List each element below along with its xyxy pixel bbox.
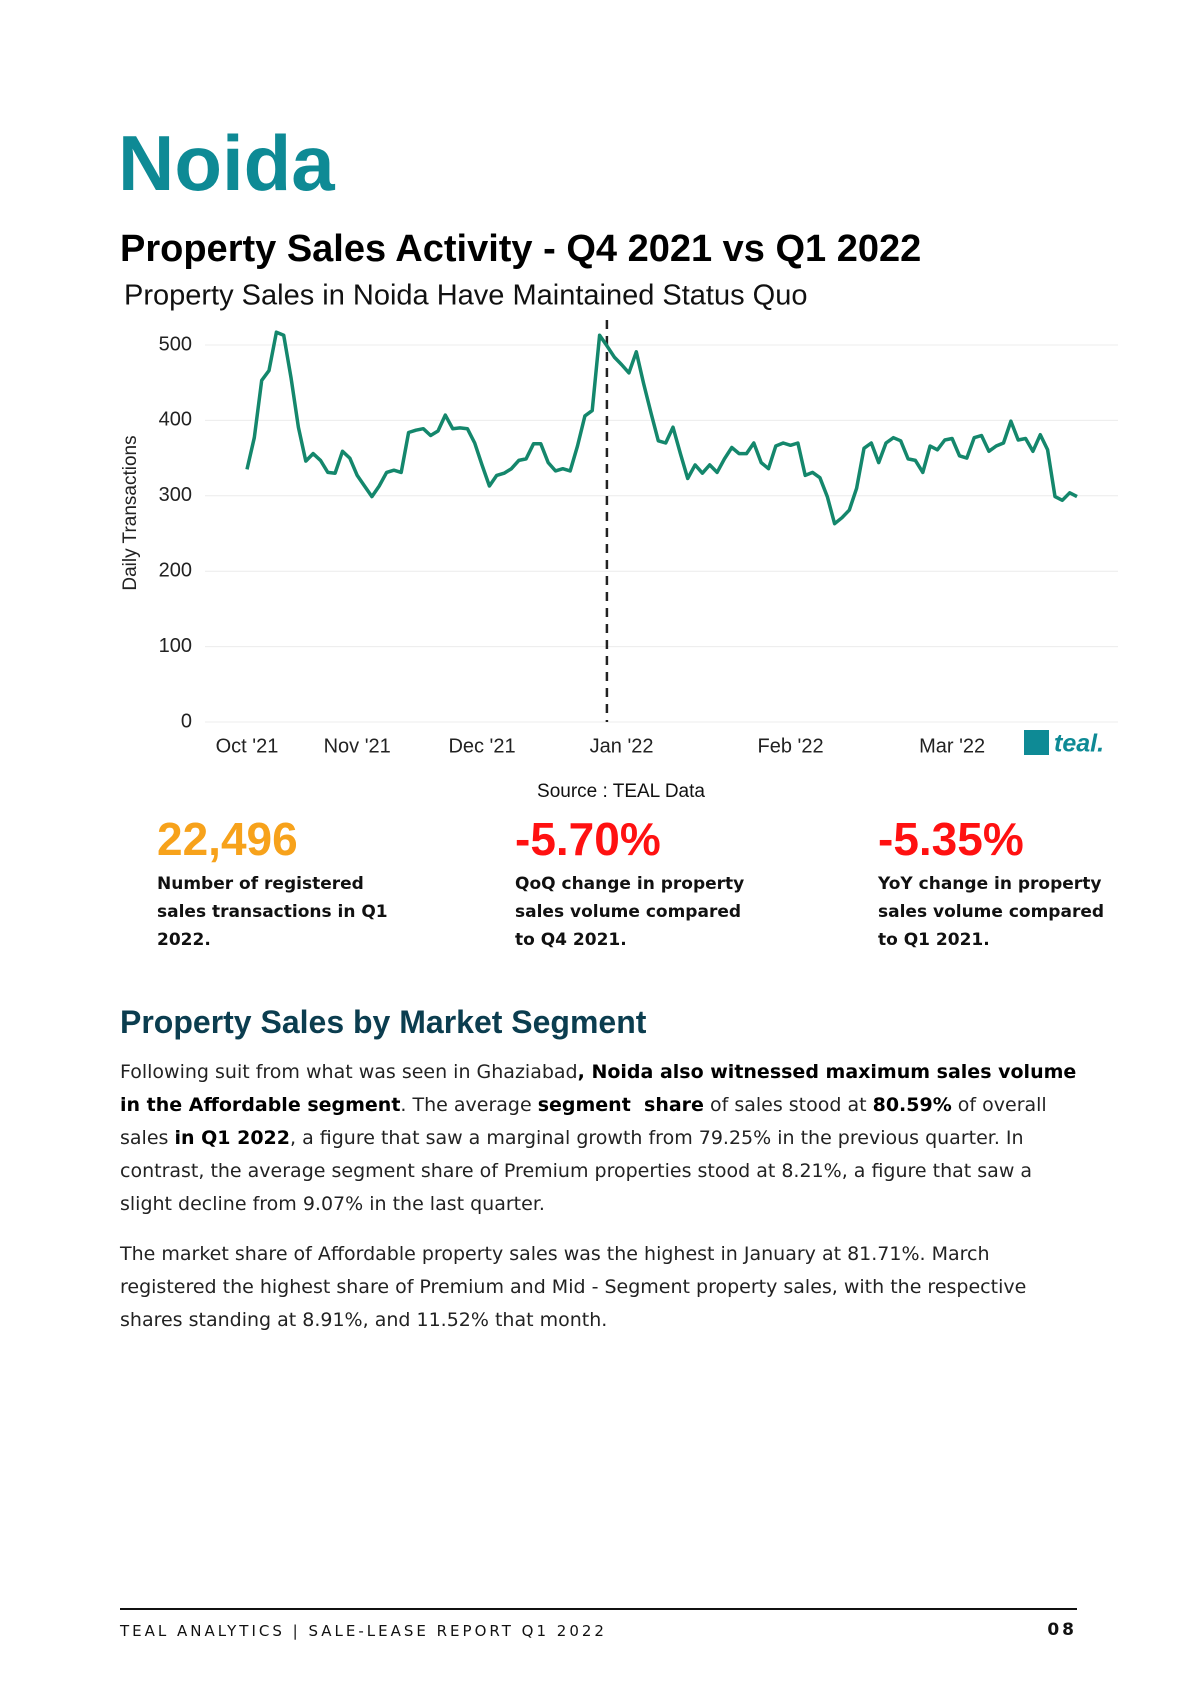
text: Following suit from what was seen in Gha… xyxy=(120,1061,578,1083)
x-tick-label: Dec '21 xyxy=(448,735,515,757)
footer-rule xyxy=(120,1608,1077,1610)
text: . The average xyxy=(400,1094,538,1116)
logo: teal. xyxy=(1054,730,1104,758)
page-number: 08 xyxy=(1047,1620,1077,1640)
paragraph: The market share of Affordable property … xyxy=(120,1238,1080,1337)
text: of sales stood at xyxy=(703,1094,873,1116)
logo-mark xyxy=(1024,730,1049,755)
y-tick-label: 300 xyxy=(159,484,192,506)
paragraph: Following suit from what was seen in Gha… xyxy=(120,1056,1080,1221)
x-tick-label: Mar '22 xyxy=(919,735,985,757)
y-tick-label: 200 xyxy=(159,559,192,581)
chart: Property Sales in Noida Have Maintained … xyxy=(120,280,1118,802)
bold-text: segment share xyxy=(537,1094,704,1116)
stat-value: -5.70% xyxy=(515,813,661,865)
section-title: Property Sales by Market Segment xyxy=(120,1004,647,1040)
footer-text: TEAL ANALYTICS | SALE-LEASE REPORT Q1 20… xyxy=(120,1622,607,1640)
stat-value: -5.35% xyxy=(878,813,1024,865)
bold-text: , Noida also witnessed maximum sales vol… xyxy=(120,1061,1083,1116)
x-tick-label: Oct '21 xyxy=(216,735,279,757)
text: , a figure that saw a marginal growth fr… xyxy=(120,1127,1039,1215)
bold-text: 80.59% xyxy=(872,1094,952,1116)
x-tick-label: Feb '22 xyxy=(757,735,823,757)
stat-label: YoY change in property sales volume comp… xyxy=(878,874,1105,950)
text: The market share of Affordable property … xyxy=(120,1243,1033,1331)
bold-text: in Q1 2022 xyxy=(174,1127,290,1149)
city-title: Noida xyxy=(118,119,335,207)
y-axis-label: Daily Transactions xyxy=(120,435,141,590)
heading: Property Sales Activity - Q4 2021 vs Q1 … xyxy=(120,228,922,270)
y-tick-label: 0 xyxy=(181,710,192,732)
x-tick-label: Nov '21 xyxy=(324,735,391,757)
data-line xyxy=(245,330,1078,526)
source: Source : TEAL Data xyxy=(537,781,705,802)
y-tick-label: 400 xyxy=(159,409,192,431)
chart-title: Property Sales in Noida Have Maintained … xyxy=(124,280,807,312)
y-tick-label: 100 xyxy=(159,635,192,657)
x-tick-label: Jan '22 xyxy=(590,735,654,757)
stat-label: Number of registered sales transactions … xyxy=(157,874,388,950)
y-tick-label: 500 xyxy=(159,333,192,355)
text: of overall sales xyxy=(120,1094,1053,1149)
stat-label: QoQ change in property sales volume comp… xyxy=(515,874,745,950)
stat-value: 22,496 xyxy=(157,813,298,865)
